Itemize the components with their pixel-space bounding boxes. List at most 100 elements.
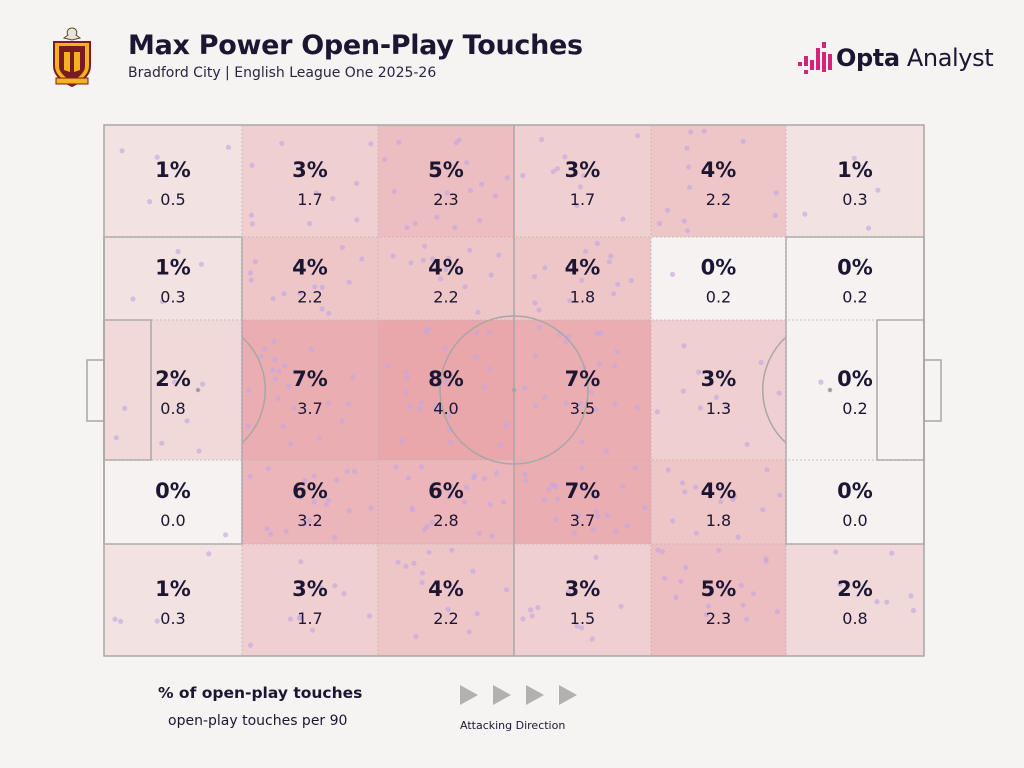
zone-percent-label: 7% bbox=[292, 367, 328, 391]
zone-percent-label: 7% bbox=[565, 367, 601, 391]
touch-dot bbox=[572, 530, 578, 536]
touch-dot bbox=[403, 563, 409, 569]
touch-dot bbox=[481, 384, 487, 390]
touch-dot bbox=[404, 224, 410, 231]
zone-percent-label: 3% bbox=[292, 577, 328, 601]
touch-dot bbox=[669, 271, 676, 277]
touch-dot bbox=[302, 478, 308, 484]
touch-dot bbox=[408, 260, 414, 266]
zone-percent-label: 3% bbox=[565, 158, 601, 182]
attacking-direction-label: Attacking Direction bbox=[460, 719, 566, 732]
touch-dot bbox=[448, 492, 454, 498]
touch-dot bbox=[529, 613, 535, 619]
touch-dot bbox=[611, 291, 617, 297]
touch-dot bbox=[590, 526, 596, 532]
zone-per90-label: 1.8 bbox=[570, 288, 595, 307]
zone-per90-label: 3.5 bbox=[570, 399, 595, 418]
touch-dot bbox=[346, 508, 352, 514]
touch-dot bbox=[171, 379, 178, 385]
touch-dot bbox=[113, 435, 119, 441]
legend-primary: % of open-play touches bbox=[158, 684, 363, 702]
touch-dot bbox=[310, 627, 316, 633]
touch-dot bbox=[670, 518, 676, 524]
touch-dot bbox=[311, 499, 317, 505]
touch-dot bbox=[413, 633, 419, 640]
touch-dot bbox=[758, 359, 764, 365]
zone-per90-label: 0.0 bbox=[160, 511, 185, 530]
touch-dot bbox=[301, 521, 308, 527]
touch-dot bbox=[744, 441, 750, 447]
touch-dot bbox=[252, 259, 258, 265]
touch-dot bbox=[655, 547, 661, 553]
touch-dot bbox=[597, 330, 604, 336]
touch-dot bbox=[536, 324, 542, 331]
touch-dot bbox=[154, 154, 160, 160]
touch-dot bbox=[475, 309, 481, 315]
touch-dot bbox=[664, 207, 671, 213]
touch-dot bbox=[628, 277, 634, 284]
touch-dot bbox=[271, 339, 277, 345]
touch-dot bbox=[589, 636, 595, 642]
touch-dot bbox=[390, 253, 396, 259]
touch-dot bbox=[606, 259, 612, 265]
touch-dot bbox=[452, 224, 458, 230]
touch-dot bbox=[223, 532, 229, 538]
touch-dot bbox=[184, 418, 190, 424]
touch-dot bbox=[682, 489, 688, 495]
centre-spot bbox=[511, 387, 517, 393]
touch-dot bbox=[487, 501, 493, 508]
touch-dot bbox=[368, 141, 374, 147]
zone-per90-label: 1.7 bbox=[570, 190, 595, 209]
touch-dot bbox=[522, 385, 528, 391]
touch-dot bbox=[306, 517, 312, 524]
touch-dot bbox=[563, 400, 569, 406]
touch-dot bbox=[407, 404, 413, 410]
touch-dot bbox=[479, 181, 485, 187]
touch-dot bbox=[588, 389, 594, 395]
touch-dot bbox=[497, 442, 504, 448]
touch-dot bbox=[738, 582, 744, 589]
touch-dot bbox=[268, 531, 274, 538]
touch-dot bbox=[334, 477, 340, 483]
zone-percent-label: 4% bbox=[701, 479, 737, 503]
touch-dot bbox=[420, 257, 426, 263]
zone-percent-label: 4% bbox=[428, 577, 464, 601]
zone-cell bbox=[242, 460, 378, 544]
touch-dot bbox=[554, 166, 561, 172]
touch-dot bbox=[681, 343, 687, 349]
touch-dot bbox=[593, 406, 599, 412]
touch-dot bbox=[773, 190, 779, 196]
touch-dot bbox=[467, 187, 474, 193]
touch-dot bbox=[350, 374, 356, 380]
zone-cell bbox=[514, 125, 651, 237]
touch-dot bbox=[615, 281, 621, 287]
zone-percent-label: 0% bbox=[701, 256, 737, 280]
touch-dot bbox=[576, 512, 582, 518]
touch-dot bbox=[270, 367, 276, 373]
touch-dot bbox=[206, 551, 212, 557]
touch-dot bbox=[579, 439, 585, 445]
chart-subtitle: Bradford City | English League One 2025-… bbox=[128, 65, 437, 81]
touch-dot bbox=[196, 448, 202, 454]
right-goal bbox=[923, 359, 942, 422]
zone-cell bbox=[104, 320, 242, 460]
zone-per90-label: 3.7 bbox=[570, 511, 595, 530]
touch-dot bbox=[818, 379, 824, 385]
touch-dot bbox=[395, 559, 401, 565]
touch-dot bbox=[154, 618, 160, 624]
zone-cell bbox=[104, 544, 242, 656]
zone-cell bbox=[651, 237, 786, 320]
touch-dot bbox=[359, 256, 365, 262]
touch-dot bbox=[312, 284, 318, 290]
zone-cell bbox=[242, 544, 378, 656]
zone-percent-label: 3% bbox=[565, 577, 601, 601]
zone-percent-label: 4% bbox=[292, 256, 328, 280]
touch-dot bbox=[249, 162, 255, 168]
touch-dot bbox=[562, 154, 568, 160]
touch-dot bbox=[339, 244, 345, 251]
zone-per90-label: 0.0 bbox=[842, 511, 867, 530]
zone-per90-label: 2.2 bbox=[297, 288, 322, 307]
touch-dot bbox=[272, 376, 278, 382]
zone-cell bbox=[104, 237, 242, 320]
touch-dot bbox=[352, 468, 358, 474]
